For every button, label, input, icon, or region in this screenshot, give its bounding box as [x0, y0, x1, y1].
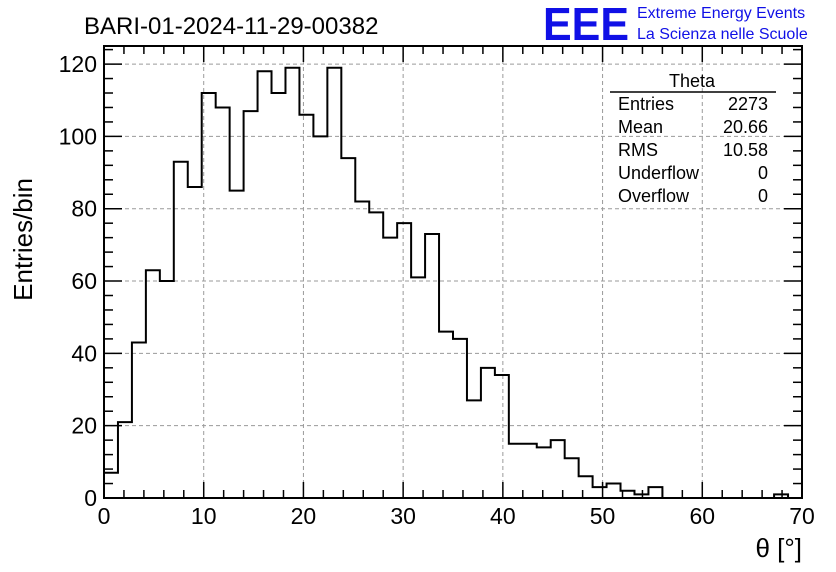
- logo-eee-text: EEE: [543, 0, 629, 50]
- grid: [104, 46, 802, 498]
- histogram-bin: [537, 447, 551, 498]
- histogram-bin: [523, 444, 537, 498]
- histogram-bin: [313, 136, 327, 498]
- histogram-bin: [258, 71, 272, 498]
- histogram-bin: [565, 458, 579, 498]
- x-tick-label: 50: [590, 503, 616, 529]
- stats-title: Theta: [669, 71, 716, 91]
- histogram-bin: [299, 115, 313, 498]
- histogram-bin: [397, 223, 411, 498]
- histogram-bin: [230, 191, 244, 498]
- x-tick-label: 60: [689, 503, 715, 529]
- histogram-bin: [146, 270, 160, 498]
- histogram-bin: [341, 158, 355, 498]
- x-tick-label: 20: [291, 503, 317, 529]
- histogram-bin: [509, 444, 523, 498]
- histogram-bin: [453, 339, 467, 498]
- y-tick-label: 100: [59, 123, 97, 149]
- y-tick-label: 80: [71, 196, 97, 222]
- histogram-bin: [327, 68, 341, 498]
- histogram-outline: [103, 66, 802, 499]
- y-axis-tick-labels: 0 20 40 60 80 100 120: [59, 51, 97, 511]
- histogram-bin: [202, 93, 216, 498]
- histogram-bin: [648, 487, 662, 498]
- histogram-bin: [481, 368, 495, 498]
- logo-line-1: Extreme Energy Events: [637, 5, 805, 22]
- histogram-bin: [467, 400, 481, 498]
- stats-label: Entries: [618, 94, 674, 114]
- stats-label: Mean: [618, 117, 663, 137]
- x-tick-label: 0: [98, 503, 111, 529]
- eee-logo: EEE Extreme Energy Events La Scienza nel…: [543, 0, 808, 50]
- histogram-bin: [188, 187, 202, 498]
- y-tick-label: 20: [71, 413, 97, 439]
- histogram-bin: [425, 234, 439, 498]
- histogram-bin: [495, 375, 509, 498]
- chart-title: BARI-01-2024-11-29-00382: [84, 13, 378, 40]
- histogram-bin: [174, 162, 188, 498]
- x-axis-tick-labels: 0 10 20 30 40 50 60 70: [98, 503, 815, 529]
- histogram-bin: [160, 281, 174, 498]
- axis-ticks: [103, 46, 803, 499]
- histogram-bin: [593, 487, 607, 498]
- stats-label: Underflow: [618, 163, 700, 183]
- histogram-bin: [551, 440, 565, 498]
- stats-value: 10.58: [723, 140, 768, 160]
- stats-label: RMS: [618, 140, 658, 160]
- plot-frame: [103, 45, 803, 499]
- stats-value: 0: [758, 186, 768, 206]
- logo-line-2: La Scienza nelle Scuole: [637, 26, 808, 43]
- x-tick-label: 30: [390, 503, 416, 529]
- stats-value: 0: [758, 163, 768, 183]
- histogram-bin: [272, 93, 286, 498]
- histogram-bin: [383, 238, 397, 498]
- histogram-bin: [244, 111, 258, 498]
- y-tick-label: 120: [59, 51, 97, 77]
- x-tick-label: 10: [191, 503, 217, 529]
- x-tick-label: 70: [789, 503, 815, 529]
- histogram-bin: [607, 484, 621, 498]
- histogram-bin: [355, 201, 369, 498]
- histogram-bin: [411, 277, 425, 498]
- stats-value: 2273: [728, 94, 768, 114]
- x-tick-label: 40: [490, 503, 516, 529]
- histogram-bin: [216, 107, 230, 498]
- histogram-bin: [579, 476, 593, 498]
- stats-label: Overflow: [618, 186, 690, 206]
- histogram-plot: [103, 66, 802, 499]
- stats-box: Theta Entries 2273 Mean 20.66 RMS 10.58 Underf…: [610, 71, 776, 206]
- y-tick-label: 0: [84, 485, 97, 511]
- histogram-bin: [118, 422, 132, 498]
- stats-value: 20.66: [723, 117, 768, 137]
- histogram-bin: [439, 332, 453, 498]
- y-tick-label: 60: [71, 268, 97, 294]
- histogram-bin: [285, 68, 299, 498]
- histogram-bin: [104, 473, 118, 498]
- x-axis-label: θ [°]: [755, 533, 802, 563]
- histogram-bin: [369, 212, 383, 498]
- y-tick-label: 40: [71, 340, 97, 366]
- y-axis-label: Entries/bin: [8, 178, 38, 301]
- histogram-bin: [132, 343, 146, 498]
